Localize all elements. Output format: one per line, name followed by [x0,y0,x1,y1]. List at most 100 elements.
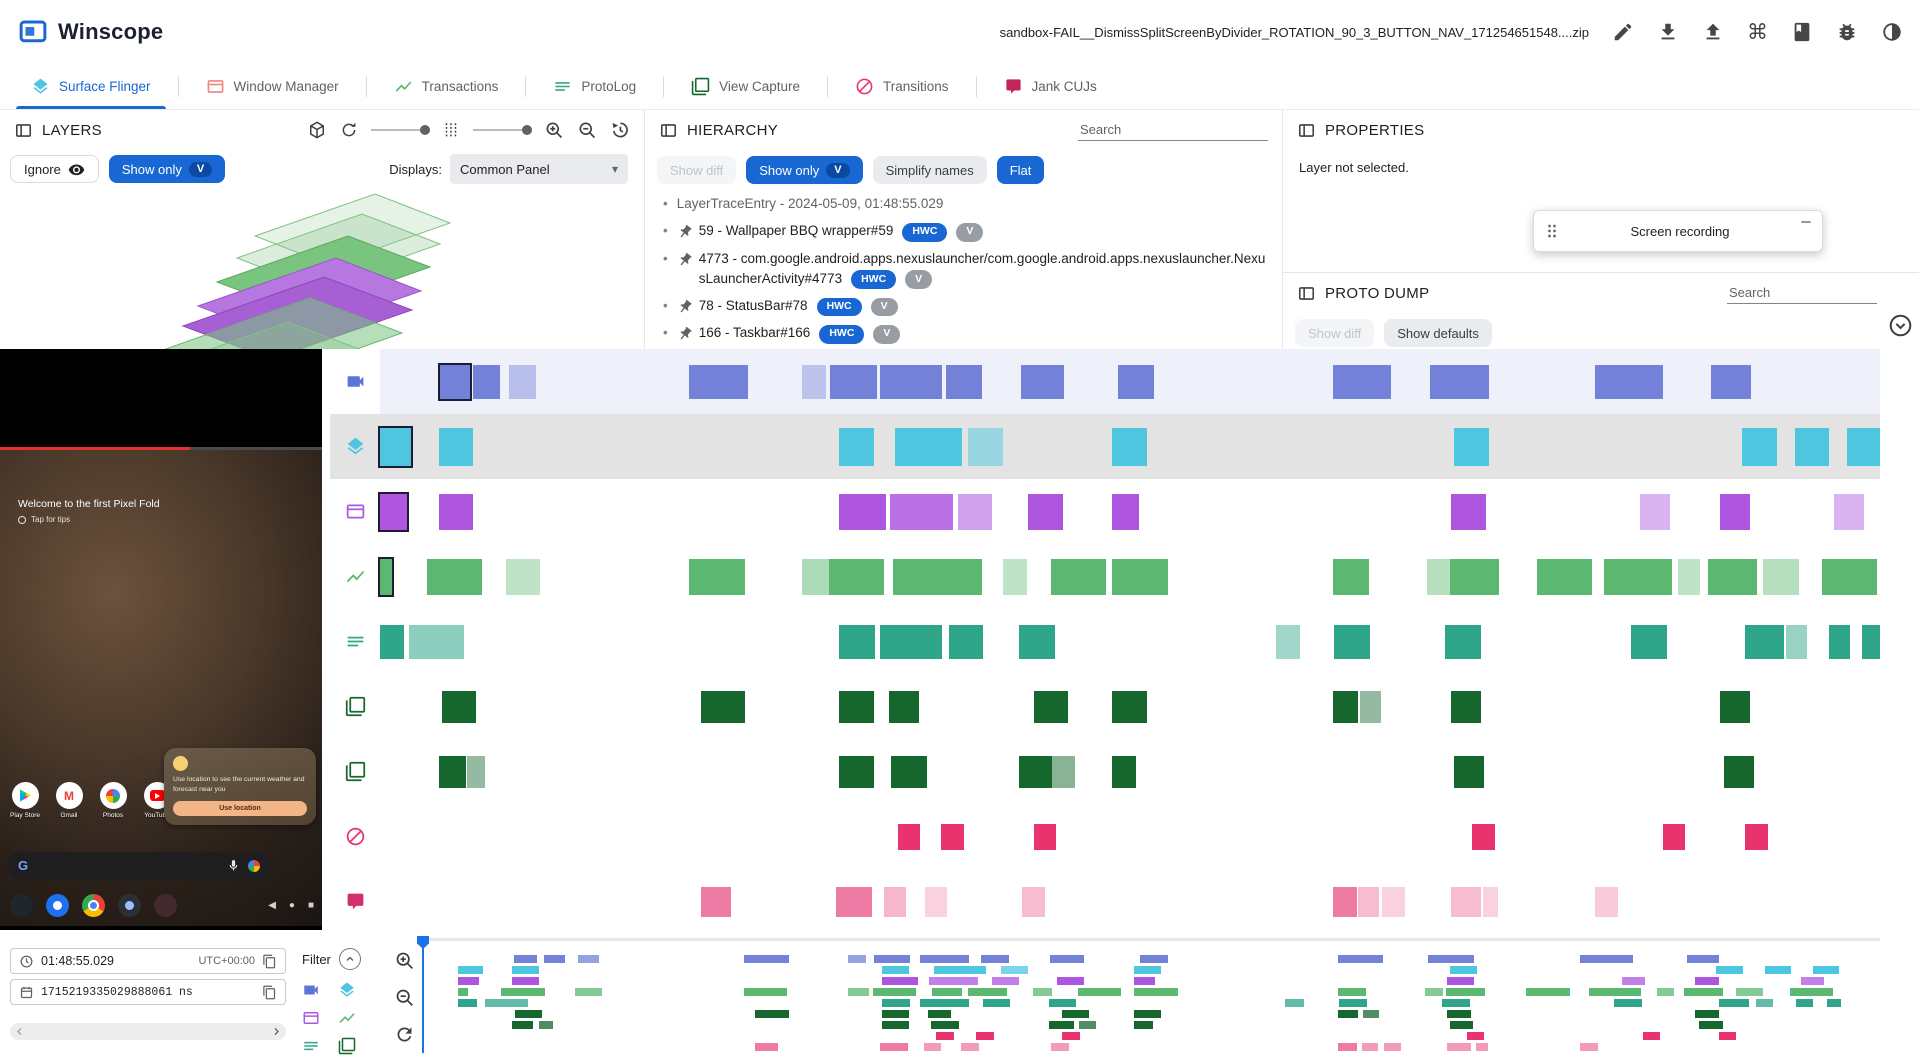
trace-block[interactable] [1595,886,1618,917]
pin-icon[interactable] [674,248,696,270]
trace-block[interactable] [1430,364,1489,399]
tab-surface-flinger[interactable]: Surface Flinger [4,64,178,109]
show-only-v-button[interactable]: Show only V [746,156,863,184]
track-icon-cell-view-capture[interactable] [330,674,380,739]
track-lane-window-manager[interactable] [378,479,1880,544]
trace-block[interactable] [438,427,473,466]
track-lane-view-capture-2[interactable] [380,739,1880,804]
trace-block[interactable] [505,558,541,595]
trace-block[interactable] [888,690,919,723]
documentation-button[interactable] [1791,21,1813,43]
trace-block[interactable] [1451,886,1481,917]
trace-block[interactable] [879,364,943,399]
trace-block[interactable] [408,624,464,659]
trace-block[interactable] [1785,624,1807,659]
tv-dock-icon[interactable] [154,894,177,917]
trace-block[interactable] [1018,755,1052,788]
view-3d-icon[interactable] [307,120,327,140]
trace-block[interactable] [689,364,748,399]
flat-button[interactable]: Flat [996,156,1045,184]
tab-view-capture[interactable]: View Capture [664,64,827,109]
tab-protolog[interactable]: ProtoLog [526,64,663,109]
hierarchy-node[interactable]: • 59 - Wallpaper BBQ wrapper#59 HWC V [663,221,1272,242]
rotation-slider[interactable] [371,125,430,135]
track-icon-cell-transitions[interactable] [330,804,380,869]
tab-jank-cujs[interactable]: Jank CUJs [977,64,1124,109]
copy-time-button[interactable] [262,954,277,969]
trace-block[interactable] [893,558,932,595]
trace-block[interactable] [1033,690,1069,723]
trace-block[interactable] [941,823,964,850]
nav-recents-icon[interactable]: ■ [307,900,314,911]
tab-transactions[interactable]: Transactions [367,64,526,109]
trace-block[interactable] [1829,624,1850,659]
timeline-zoom-out-button[interactable] [394,987,415,1008]
trace-block[interactable] [890,493,953,530]
trace-block[interactable] [891,755,928,788]
dark-mode-toggle[interactable] [1881,21,1903,43]
trace-block[interactable] [1382,886,1405,917]
hierarchy-node[interactable]: • 78 - StatusBar#78 HWC V [663,296,1272,317]
hierarchy-root-node[interactable]: • LayerTraceEntry - 2024-05-09, 01:48:55.… [663,194,1272,214]
trace-block[interactable] [438,362,472,401]
screen-recording-window-header[interactable]: Screen recording [1533,210,1823,252]
trace-block[interactable] [1112,493,1139,530]
trace-block[interactable] [1719,690,1750,723]
trace-block[interactable] [701,886,731,917]
trace-block[interactable] [1359,690,1381,723]
copy-ns-button[interactable] [262,985,277,1000]
trace-block[interactable] [509,364,536,399]
trace-block[interactable] [897,823,920,850]
trace-block[interactable] [1536,558,1592,595]
filter-window-icon[interactable] [302,1009,320,1027]
track-lane-protolog[interactable] [380,609,1880,674]
drag-handle-icon[interactable] [1542,221,1562,241]
download-traces-button[interactable] [1657,21,1679,43]
trace-block[interactable] [1112,558,1168,595]
trace-block[interactable] [1745,624,1784,659]
report-bug-button[interactable] [1836,21,1858,43]
trace-block[interactable] [932,558,982,595]
trace-block[interactable] [689,558,745,595]
timeline-reset-zoom-button[interactable] [394,1024,415,1045]
track-icon-cell-window-manager[interactable] [330,479,380,544]
app-shortcut-gmail[interactable]: M Gmail [52,782,86,819]
trace-block[interactable] [1332,364,1391,399]
trace-block[interactable] [380,624,404,659]
trace-block[interactable] [1604,558,1672,595]
track-lane-jank-cujs[interactable] [380,869,1880,934]
track-icon-cell-view-capture-2[interactable] [330,739,380,804]
track-icon-cell-screen-recording[interactable] [330,349,380,414]
filter-layers-icon[interactable] [338,981,356,999]
trace-block[interactable] [378,556,394,597]
track-lane-surface-flinger[interactable] [377,414,1880,479]
trace-block[interactable] [1112,755,1136,788]
layers-3d-view[interactable] [0,190,644,349]
trace-block[interactable] [1033,823,1057,850]
trace-block[interactable] [1742,427,1777,466]
reset-camera-icon[interactable] [610,120,630,140]
camera-dock-icon[interactable] [118,894,141,917]
spacing-slider[interactable] [473,125,532,135]
trace-block[interactable] [945,364,982,399]
timeline-zoom-in-button[interactable] [394,950,415,971]
trace-block[interactable] [1112,690,1147,723]
track-icon-cell-surface-flinger[interactable] [330,414,380,479]
trace-block[interactable] [1719,493,1750,530]
shortcuts-button[interactable]: ⌘ [1747,20,1768,44]
trace-block[interactable] [1332,558,1369,595]
trace-block[interactable] [1745,823,1768,850]
hierarchy-node[interactable]: • 4773 - com.google.android.apps.nexuslau… [663,248,1272,289]
trace-block[interactable] [836,886,872,917]
track-lane-view-capture[interactable] [380,674,1880,739]
trace-block[interactable] [1275,624,1300,659]
trace-block[interactable] [438,755,466,788]
trace-block[interactable] [473,364,500,399]
displays-select[interactable]: Common Panel ▾ [450,154,628,184]
trace-block[interactable] [1662,823,1685,850]
app-shortcut-play-store[interactable]: Play Store [8,782,42,819]
zoom-in-icon[interactable] [544,120,564,140]
trace-block[interactable] [839,624,875,659]
trace-block[interactable] [1710,364,1751,399]
assistant-dock-icon[interactable] [10,894,33,917]
